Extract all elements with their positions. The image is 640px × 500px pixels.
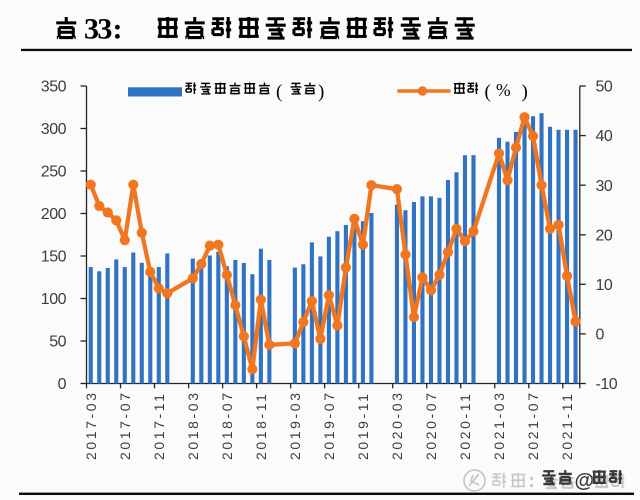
svg-text:2021-03: 2021-03 (491, 390, 507, 460)
svg-text:2018-07: 2018-07 (219, 390, 235, 460)
svg-text:2021-11: 2021-11 (559, 391, 575, 460)
svg-text:2018-03: 2018-03 (185, 390, 201, 460)
svg-text:2020-03: 2020-03 (389, 390, 405, 460)
svg-text:2020-11: 2020-11 (457, 391, 473, 460)
svg-text:2020-07: 2020-07 (423, 390, 439, 460)
svg-text:0: 0 (596, 327, 605, 344)
svg-text:2019-07: 2019-07 (321, 390, 337, 460)
svg-text:100: 100 (41, 291, 67, 308)
svg-text:2021-07: 2021-07 (525, 390, 541, 460)
svg-text::: : (113, 13, 123, 46)
svg-text:200: 200 (41, 206, 67, 223)
svg-text:10: 10 (596, 277, 613, 294)
svg-text:50: 50 (49, 334, 66, 351)
svg-text:): ) (522, 82, 528, 103)
svg-text:@: @ (575, 470, 595, 492)
svg-text:(: ( (276, 82, 282, 103)
svg-text:(: ( (485, 82, 491, 103)
svg-text:-10: -10 (596, 376, 618, 393)
svg-text:%: % (496, 80, 511, 100)
svg-text:2017-07: 2017-07 (117, 390, 133, 460)
svg-text:2018-11: 2018-11 (253, 391, 269, 460)
svg-text:2017-11: 2017-11 (151, 391, 167, 460)
svg-text:150: 150 (41, 249, 67, 266)
svg-text:50: 50 (596, 79, 613, 96)
svg-text:300: 300 (41, 121, 67, 138)
svg-text:): ) (318, 82, 324, 103)
svg-text:33: 33 (84, 13, 111, 46)
svg-text:40: 40 (596, 128, 613, 145)
svg-text:30: 30 (596, 178, 613, 195)
svg-text:2019-11: 2019-11 (355, 391, 371, 460)
svg-text:250: 250 (41, 164, 67, 181)
svg-text:20: 20 (596, 227, 613, 244)
svg-text:350: 350 (41, 79, 67, 96)
svg-text:0: 0 (58, 376, 67, 393)
svg-text:2017-03: 2017-03 (83, 390, 99, 460)
svg-text:2019-03: 2019-03 (287, 390, 303, 460)
